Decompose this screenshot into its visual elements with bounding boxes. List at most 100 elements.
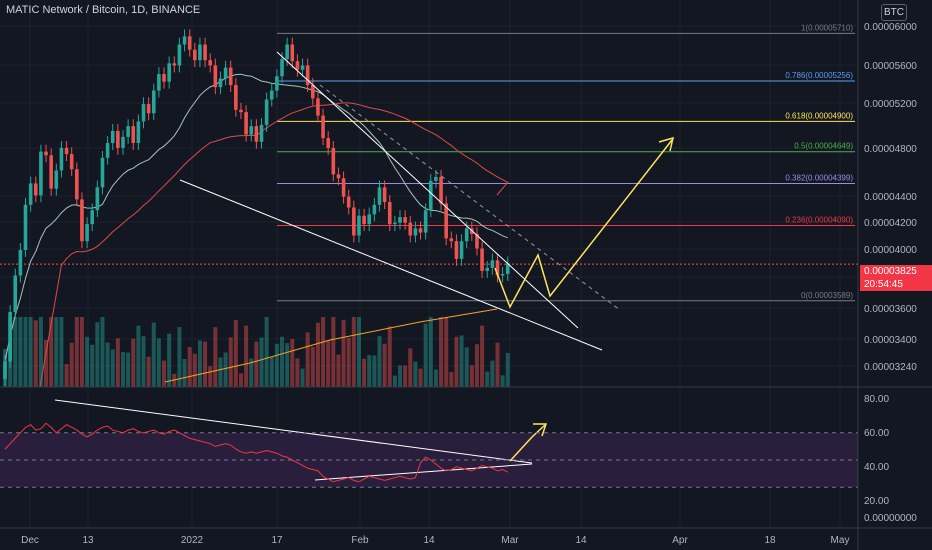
- candle-body: [295, 61, 300, 70]
- candle-body: [275, 76, 279, 91]
- volume-bar: [203, 341, 208, 387]
- price-axis[interactable]: 0.00006000 0.00005600 0.00005200 0.00004800…: [864, 22, 917, 524]
- candle-body: [59, 147, 64, 171]
- volume-bar: [444, 317, 449, 387]
- fib-label-0: 0(0.00003589): [801, 291, 853, 300]
- fib-levels: 1(0.00005710) 0.786(0.00005256) 0.618(0.00…: [0, 23, 858, 302]
- time-axis[interactable]: Dec 13 2022 17 Feb 14 Mar 14 Apr 18 May: [21, 535, 849, 546]
- volume-bar: [74, 317, 79, 387]
- candle-body: [131, 126, 136, 143]
- volume-bar: [326, 340, 331, 387]
- volume-bar: [433, 369, 438, 387]
- volume-bar: [156, 338, 161, 387]
- candle-body: [300, 65, 305, 70]
- price-tick-9: 0.00003400: [864, 335, 917, 346]
- candle-body: [18, 249, 23, 276]
- candle-body: [387, 202, 392, 225]
- volume-bar: [459, 335, 464, 387]
- volume-bar: [423, 323, 428, 387]
- fib-label-0.236: 0.236(0.00004090): [785, 216, 853, 225]
- candle-body: [75, 169, 79, 200]
- candle-body: [475, 234, 479, 249]
- candle-body: [157, 74, 161, 91]
- candle-body: [49, 155, 53, 189]
- candle-body: [167, 63, 171, 82]
- candle-body: [203, 44, 207, 61]
- candle-body: [116, 130, 120, 148]
- candle-body: [413, 228, 418, 236]
- rsi-tick-1: 60.00: [864, 428, 889, 439]
- volume-bar: [213, 327, 218, 387]
- time-tick-9: 18: [764, 535, 776, 546]
- volume-bar: [469, 365, 474, 387]
- volume-bar: [392, 375, 397, 387]
- price-tick-5: 0.00004200: [864, 218, 917, 229]
- volume-bar: [177, 327, 182, 387]
- candle-body: [254, 126, 259, 142]
- falling-wedge-lower: [179, 179, 603, 351]
- volume-bar: [208, 366, 213, 387]
- volume-bar: [254, 341, 259, 387]
- candle-body: [234, 84, 238, 110]
- ma-200-line: [164, 308, 498, 383]
- volume-bar: [167, 333, 172, 387]
- candle-body: [90, 210, 95, 225]
- volume-bar: [85, 336, 90, 387]
- volume-bar: [387, 326, 392, 387]
- candle-body: [100, 157, 105, 188]
- candle-body: [95, 187, 100, 211]
- volume-bar: [403, 365, 408, 387]
- candle-body: [198, 44, 202, 61]
- candle-body: [336, 174, 341, 179]
- volume-bar: [13, 317, 18, 387]
- volume-bar: [233, 319, 238, 387]
- volume-bar: [162, 360, 167, 387]
- volume-bar: [346, 337, 351, 387]
- symbol-title[interactable]: MATIC Network / Bitcoin, 1D, BINANCE: [6, 4, 201, 16]
- candle-body: [346, 196, 351, 208]
- trendline-drawings: [54, 51, 675, 481]
- volume-bar: [428, 317, 433, 387]
- volume-bar: [33, 320, 38, 387]
- candle-body: [500, 273, 505, 276]
- volume-bar: [38, 317, 43, 387]
- candle-body: [321, 115, 325, 139]
- candle-body: [121, 136, 125, 148]
- candle-body: [177, 44, 182, 66]
- volume-bar: [367, 355, 372, 387]
- volume-bar: [69, 342, 74, 387]
- volume-bar: [439, 317, 444, 387]
- time-tick-7: 14: [575, 535, 587, 546]
- volume-bar: [131, 338, 136, 387]
- volume-bar: [269, 356, 274, 387]
- volume-bar: [485, 371, 490, 387]
- candle-body: [362, 215, 366, 225]
- volume-bar: [28, 317, 33, 387]
- candle-body: [444, 203, 448, 239]
- candle-body: [449, 238, 454, 242]
- candle-body: [33, 183, 38, 196]
- price-tick-2: 0.00005200: [864, 99, 917, 110]
- time-tick-6: Mar: [501, 535, 519, 546]
- rsi-tick-3: 20.00: [864, 496, 889, 507]
- volume-bar: [331, 317, 336, 387]
- volume-bar: [146, 356, 151, 387]
- fib-label-0.618: 0.618(0.00004900): [785, 111, 853, 120]
- volume-bar: [280, 336, 285, 387]
- price-tick-4: 0.00004400: [864, 192, 917, 203]
- volume-bar: [480, 325, 485, 387]
- volume-bar: [54, 317, 59, 387]
- candle-body: [218, 78, 223, 88]
- volume-bar: [290, 339, 295, 387]
- candle-body: [249, 126, 254, 135]
- currency-badge[interactable]: BTC: [881, 4, 907, 21]
- volume-bar: [418, 368, 423, 387]
- volume-bar: [315, 322, 320, 387]
- candle-body: [495, 260, 500, 276]
- candle-body: [151, 90, 156, 114]
- volume-bar: [300, 368, 305, 387]
- volume-bar: [59, 317, 64, 387]
- rsi-projection-arrowhead: [533, 423, 548, 437]
- candle-body: [367, 214, 372, 225]
